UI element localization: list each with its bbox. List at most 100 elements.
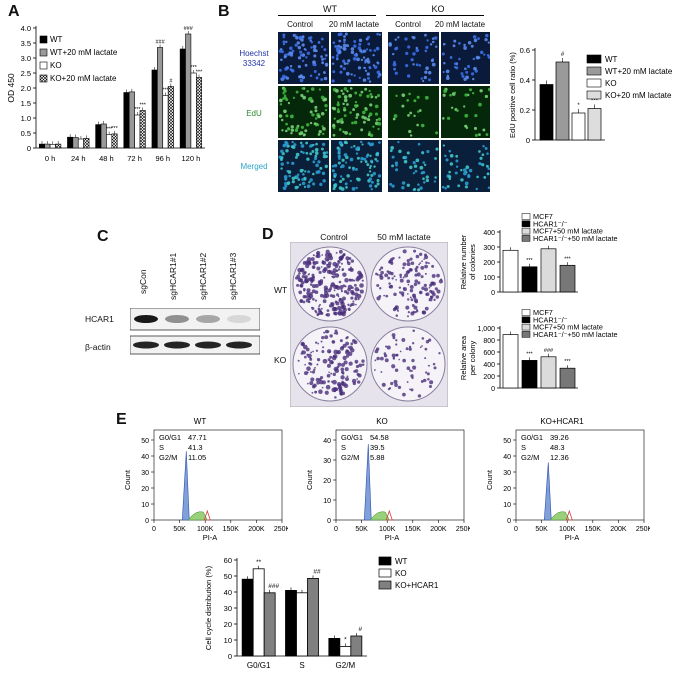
nucleus [338,128,342,131]
nucleus [469,88,473,92]
colony [345,349,349,353]
colony [350,342,354,346]
col-label-3: 20 mM lactate [434,20,486,29]
nucleus [358,93,362,97]
nucleus [322,179,326,183]
nucleus [364,106,368,110]
nucleus [320,147,324,151]
nucleus [317,114,321,119]
legend-label: WT [50,35,63,44]
colony [333,289,336,292]
nucleus [358,76,361,79]
bar [328,638,341,657]
nucleus [467,174,471,179]
nucleus [470,44,474,48]
histogram-title: WT [194,417,207,426]
colony [419,346,422,349]
colony [410,261,415,266]
micrograph-r0-c1 [331,32,382,84]
nucleus [312,182,316,186]
nucleus [463,43,466,47]
group-line-wt [278,15,376,16]
colony [340,381,345,386]
nucleus [301,43,305,47]
colony [412,329,415,332]
nucleus [336,146,340,150]
nucleus [332,126,336,130]
y-tick-label: 10 [503,502,511,509]
nucleus [433,180,437,183]
nucleus [423,75,428,80]
nucleus [299,168,304,173]
significance-mark: *** [134,107,141,113]
nucleus [435,147,439,151]
colony [303,271,307,274]
nucleus [306,51,311,55]
nucleus [282,40,286,44]
nucleus [406,151,410,155]
row-label-hoechst: Hoechst 33342 [239,49,269,68]
colony [387,387,391,391]
nucleus [317,160,321,164]
blot-label-hcar1: HCAR1 [85,314,114,324]
colony [417,281,421,285]
bar [38,143,45,149]
legend-swatch [378,568,392,578]
nucleus [317,73,321,76]
nucleus [335,89,339,93]
nucleus [280,149,284,154]
significance-mark: *** [106,127,113,133]
group-label-wt: WT [323,4,337,14]
nucleus [465,70,469,74]
nucleus [374,184,378,188]
nucleus [300,125,305,129]
colony [350,268,353,271]
nucleus [374,157,378,161]
nucleus [320,111,325,116]
legend-label: MCF7 [533,212,553,221]
nucleus [369,164,372,168]
colony [316,266,321,271]
nucleus [338,49,342,53]
legend-label: WT+20 mM lactate [605,67,673,76]
nucleus [305,56,308,59]
nucleus [299,50,303,54]
colony [402,249,407,254]
panel-label-c: C [97,228,109,245]
nucleus [318,129,322,134]
bar [190,72,197,149]
nucleus [313,122,317,125]
western-blot-panel: sgCon sgHCAR1#1 sgHCAR1#2 sgHCAR1#3 HCAR… [85,250,265,360]
colony [328,371,330,374]
colony [420,265,425,270]
nucleus [282,42,286,46]
nucleus [302,151,305,154]
legend-swatch [586,90,602,100]
x-tick-label: 0 h [45,154,55,163]
nucleus [460,178,464,182]
nucleus [405,51,409,56]
histogram-title: KO [376,417,388,426]
nucleus [365,154,369,158]
nucleus [366,72,370,76]
nucleus [294,34,297,37]
nucleus [428,78,431,82]
colony [435,295,440,299]
colony [413,249,417,253]
y-tick-label: 20 [323,478,331,485]
y-axis-label: Count [123,469,132,490]
nucleus [336,103,340,107]
bar [502,249,519,293]
colony [407,283,410,286]
band-hcar1 [227,315,251,323]
nucleus [368,89,371,93]
colony [429,283,433,287]
nucleus [463,171,467,176]
legend-swatch [39,61,48,70]
bar [106,134,113,149]
nucleus [425,175,429,179]
nucleus [412,171,416,175]
nucleus [416,95,420,99]
colony [300,341,305,347]
colony [326,287,329,290]
